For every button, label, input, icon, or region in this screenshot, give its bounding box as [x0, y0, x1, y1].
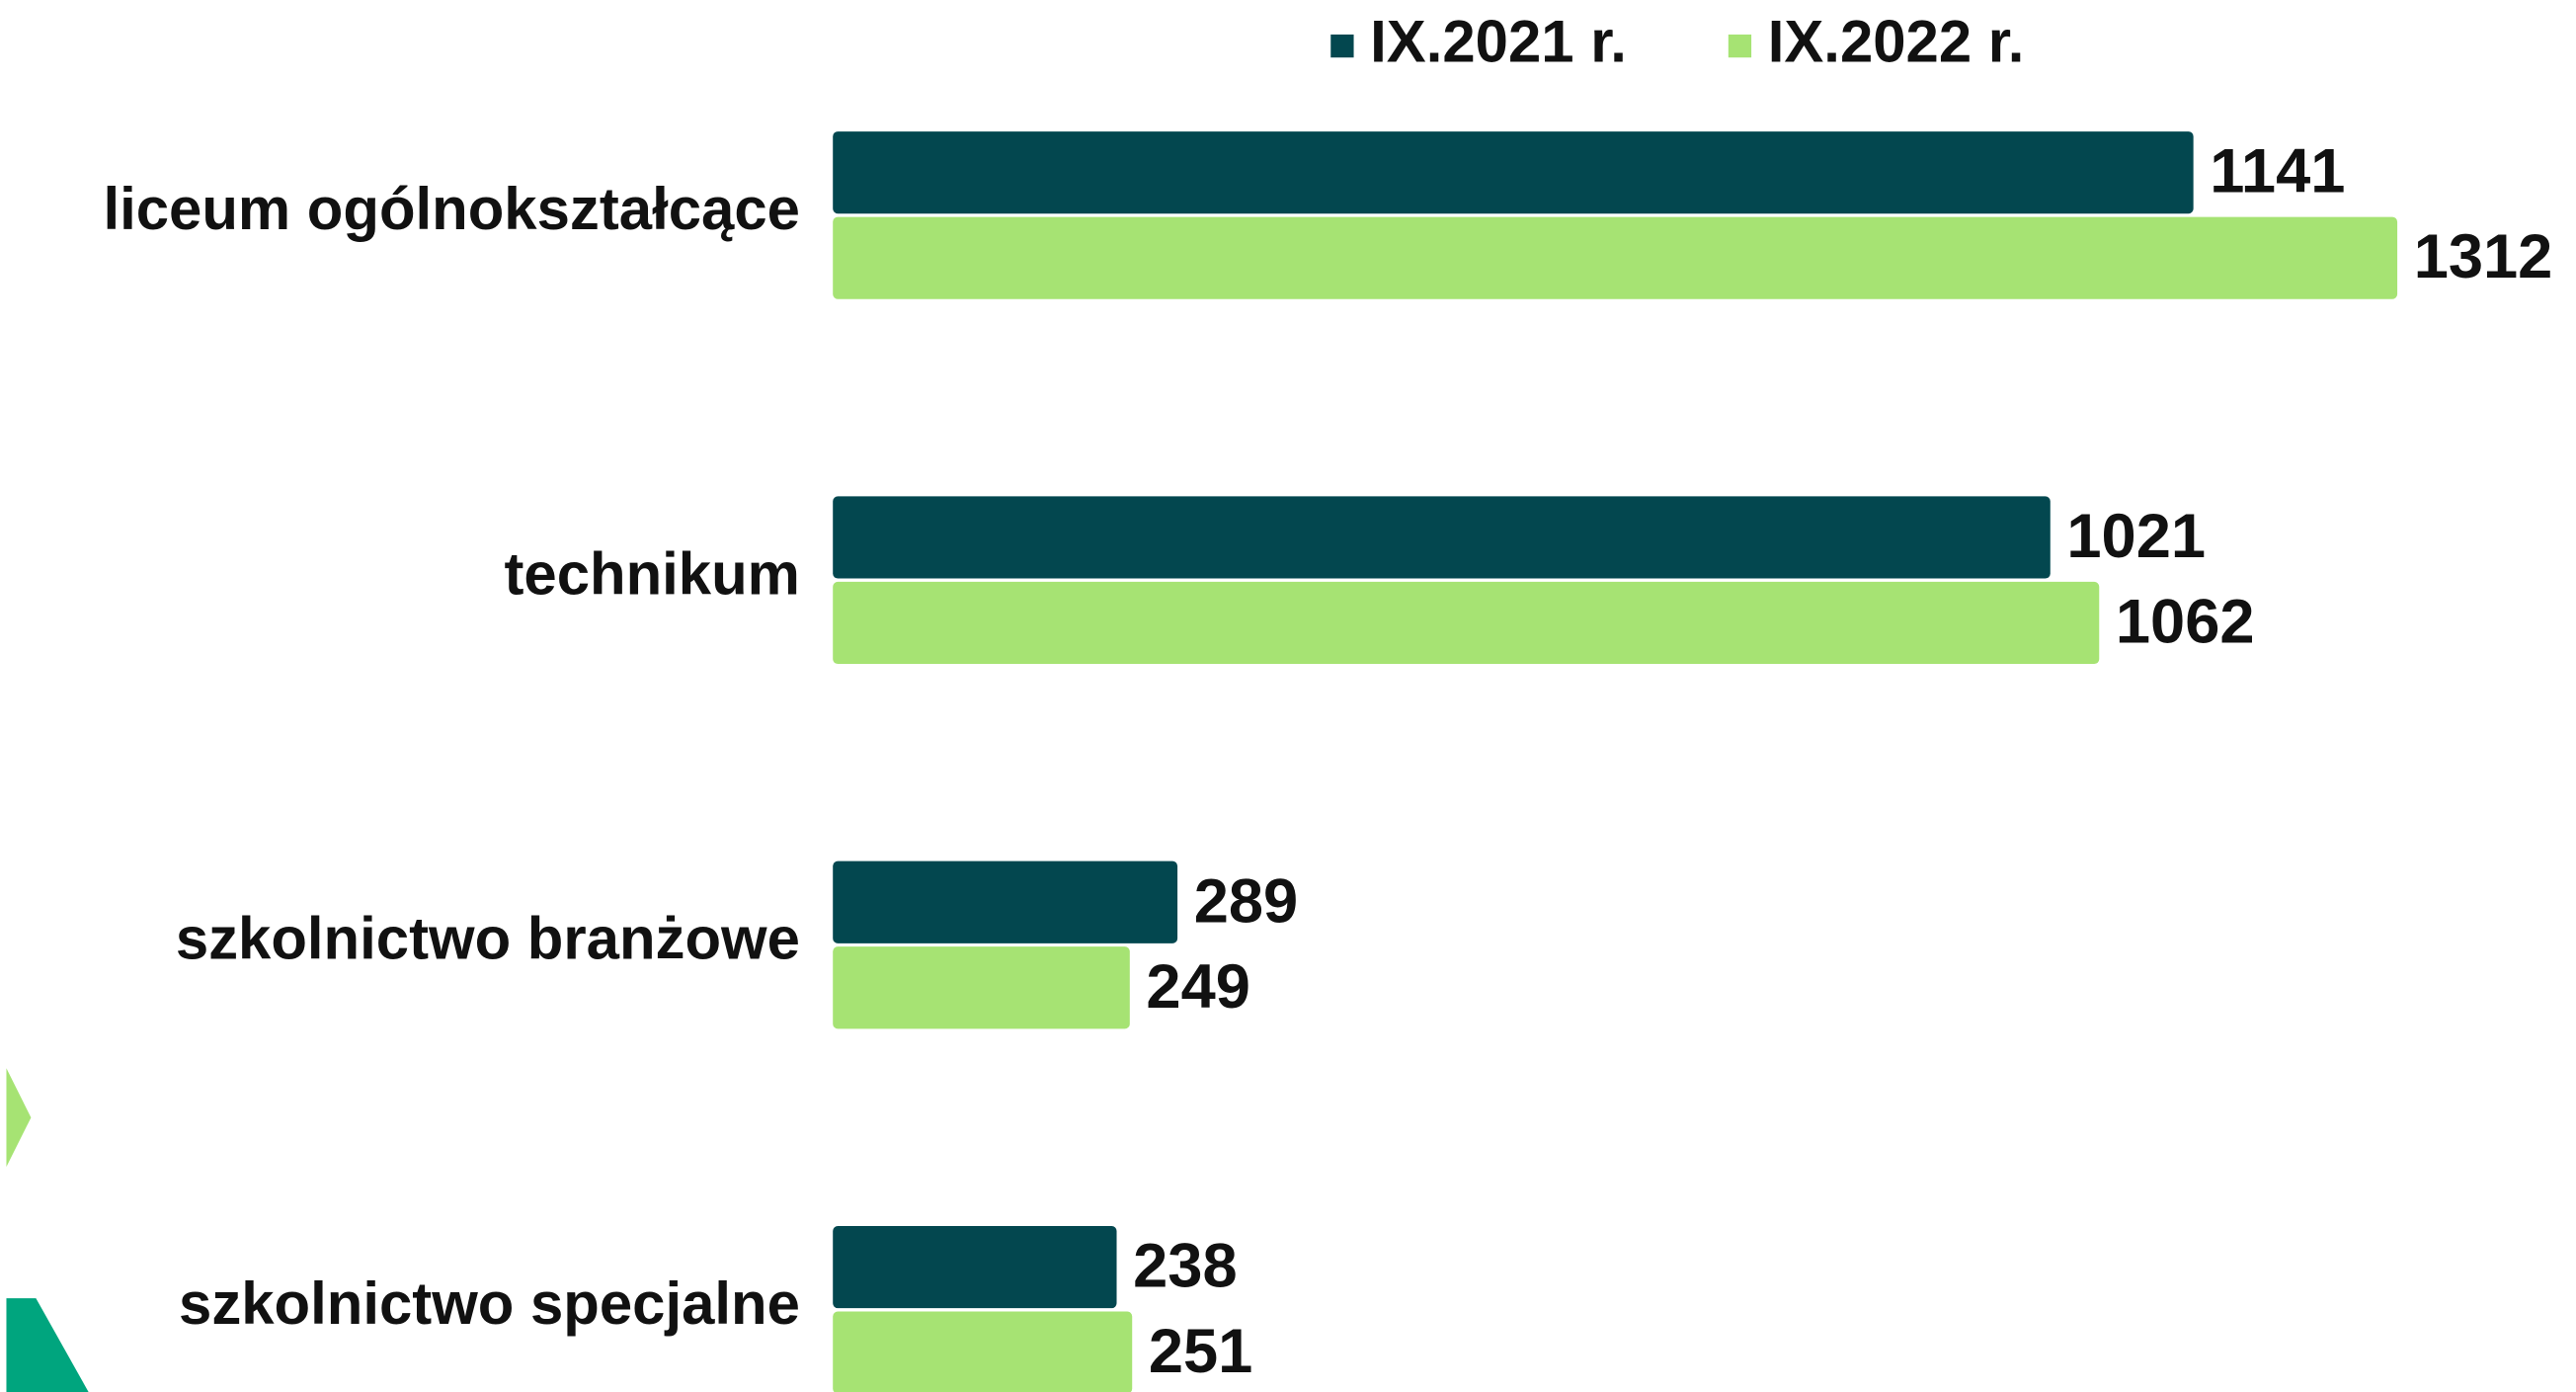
- decoration: [6, 1298, 89, 1392]
- decoration: [6, 1068, 32, 1168]
- category-label: szkolnictwo branżowe: [176, 906, 800, 972]
- value-label: 1141: [2210, 137, 2345, 206]
- bar: [833, 131, 2194, 214]
- bar: [833, 1311, 1133, 1392]
- value-label: 251: [1149, 1317, 1252, 1386]
- category-label: liceum ogólnokształcące: [103, 176, 799, 242]
- value-label: 249: [1146, 952, 1249, 1022]
- value-label: 238: [1133, 1232, 1237, 1301]
- value-label: 1312: [2414, 222, 2553, 291]
- bar: [833, 860, 1178, 943]
- bar: [833, 946, 1130, 1029]
- value-label: 289: [1194, 866, 1298, 936]
- bar: [833, 581, 2100, 665]
- category-label: szkolnictwo specjalne: [179, 1270, 800, 1337]
- category-label: technikum: [504, 540, 799, 607]
- value-label: 1062: [2116, 588, 2255, 657]
- legend-label: IX.2022 r.: [1768, 8, 2025, 74]
- bar: [833, 1225, 1117, 1309]
- bar: [833, 216, 2398, 299]
- legend-label: IX.2021 r.: [1370, 8, 1627, 74]
- legend-swatch: [1728, 34, 1752, 58]
- legend-swatch: [1330, 34, 1354, 58]
- value-label: 1021: [2066, 502, 2206, 571]
- bar: [833, 496, 2051, 579]
